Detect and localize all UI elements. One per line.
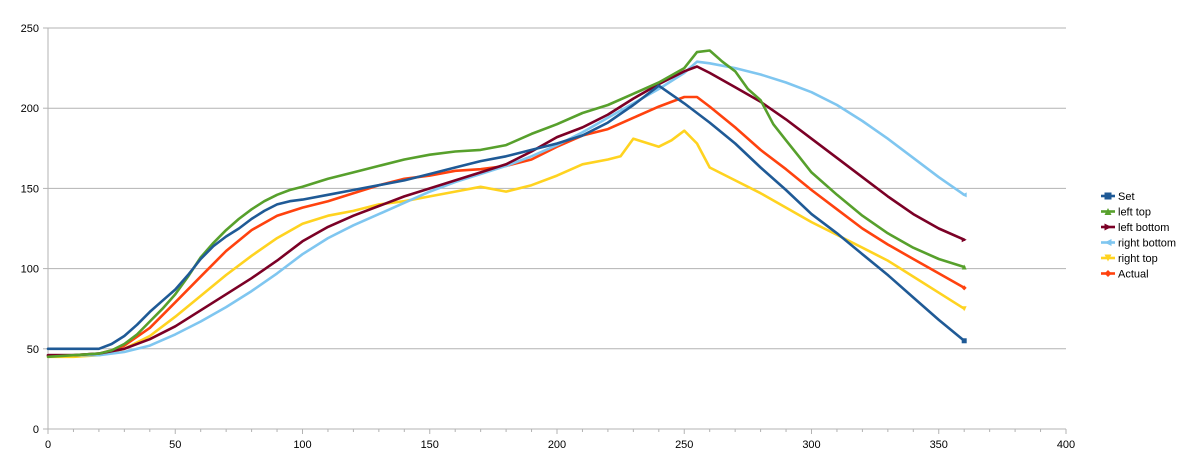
y-tick-label: 200 <box>21 103 39 115</box>
legend-label: Set <box>1118 191 1135 203</box>
x-tick-label: 250 <box>675 439 693 451</box>
series-end-marker-left-top <box>961 264 967 270</box>
legend-swatch-marker <box>1104 254 1112 262</box>
x-tick-label: 0 <box>45 439 51 451</box>
legend-label: Actual <box>1118 269 1149 281</box>
legend-item-left-top: left top <box>1101 207 1151 219</box>
legend-label: left top <box>1118 207 1151 219</box>
series-end-marker-set <box>961 338 967 344</box>
series-layer <box>46 49 967 359</box>
legend-label: left bottom <box>1118 222 1169 234</box>
legend-swatch-marker <box>1104 223 1112 231</box>
legend-swatch-marker <box>1104 208 1112 215</box>
series-line-right-top <box>46 129 966 359</box>
legend-item-right-bottom: right bottom <box>1101 238 1176 250</box>
y-tick-label: 50 <box>27 344 39 356</box>
legend-item-actual: Actual <box>1101 269 1149 281</box>
legend: Set left top left bottom right bottom right … <box>1101 191 1176 281</box>
x-tick-label: 100 <box>293 439 311 451</box>
legend-swatch-marker <box>1104 270 1112 277</box>
y-tick-label: 0 <box>33 424 39 436</box>
grid-layer <box>48 27 1066 430</box>
axis-layer: 0 50 100 150 200 250 0 50 100 150 200 250 300 350 400 <box>21 23 1076 451</box>
legend-label: right top <box>1118 253 1158 265</box>
series-end-marker-actual <box>961 285 967 291</box>
y-tick-label: 100 <box>21 264 39 276</box>
x-tick-label: 350 <box>930 439 948 451</box>
series-line-left-top <box>46 49 966 359</box>
legend-label: right bottom <box>1118 238 1176 250</box>
x-tick-label: 200 <box>548 439 566 451</box>
x-tick-label: 150 <box>421 439 439 451</box>
legend-item-set: Set <box>1101 191 1135 203</box>
series-line-right-bottom <box>46 60 966 357</box>
y-tick-label: 150 <box>21 183 39 195</box>
series-end-marker-right-bottom <box>961 192 967 198</box>
x-tick-label: 300 <box>802 439 820 451</box>
series-line-left-bottom <box>46 65 966 357</box>
series-end-marker-right-top <box>961 306 967 312</box>
legend-swatch-marker <box>1104 192 1112 200</box>
legend-item-left-bottom: left bottom <box>1101 222 1169 234</box>
legend-swatch-marker <box>1104 239 1112 246</box>
legend-item-right-top: right top <box>1101 253 1158 265</box>
x-tick-label: 50 <box>169 439 181 451</box>
y-tick-label: 250 <box>21 23 39 35</box>
series-line-set <box>46 84 966 351</box>
series-end-marker-left-bottom <box>961 237 967 243</box>
x-tick-label: 400 <box>1057 439 1075 451</box>
